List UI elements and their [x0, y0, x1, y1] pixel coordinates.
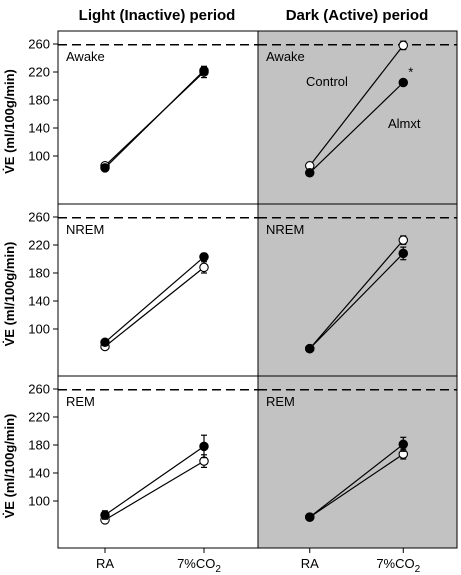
data-point — [304, 512, 315, 522]
series-line — [104, 266, 205, 347]
y-tick-label: 100 — [28, 322, 50, 337]
series-line — [309, 443, 404, 518]
data-point — [199, 252, 209, 262]
panel-background — [57, 203, 259, 377]
series-label-almxt: Almxt — [388, 116, 421, 131]
data-point — [398, 248, 409, 259]
series-line — [309, 453, 404, 518]
series-filled — [100, 65, 209, 173]
series-open: Control — [304, 40, 409, 171]
x-tick-label-ra: RA — [301, 556, 319, 571]
series-filled — [100, 434, 209, 520]
x-tick-label-ra: RA — [96, 556, 114, 571]
y-tick-label: 220 — [28, 65, 50, 80]
panel-nrem-light: 100 140 180 220 260 V̇E (ml/100g/min) NREM — [2, 203, 259, 377]
y-tick-label: 100 — [28, 149, 50, 164]
data-point — [100, 510, 110, 520]
y-tick-label: 260 — [28, 210, 50, 225]
y-tick-label: 140 — [28, 121, 50, 136]
data-point — [304, 343, 315, 354]
significance-marker: * — [408, 65, 413, 80]
y-axis-label: V̇E (ml/100g/min) — [2, 414, 17, 519]
y-tick-label: 180 — [28, 438, 50, 453]
series-line — [309, 45, 404, 167]
panel-label: Awake — [266, 49, 305, 64]
panel-background — [57, 30, 259, 205]
panel-background — [257, 30, 458, 205]
series-line — [104, 460, 205, 521]
series-line — [104, 445, 205, 516]
series-filled: Almxt — [304, 77, 421, 178]
panel-label: REM — [266, 394, 295, 409]
series-line — [309, 82, 404, 174]
column-title-dark: Dark (Active) period — [286, 7, 429, 24]
x-tick-label-subscript: 2 — [415, 564, 421, 575]
panel-label: NREM — [66, 222, 104, 237]
panel-rem-light: 100 140 180 220 260 V̇E (ml/100g/min) REM RA 7%C… — [2, 375, 259, 575]
column-title-light: Light (Inactive) period — [79, 7, 236, 24]
data-point — [398, 439, 409, 450]
series-label-control: Control — [306, 74, 348, 89]
data-point — [398, 235, 409, 245]
x-tick-label-co2: 7%CO2 — [376, 556, 420, 575]
y-tick-label: 180 — [28, 266, 50, 281]
series-line — [104, 70, 205, 169]
y-axis-label: V̇E (ml/100g/min) — [2, 69, 17, 174]
series-line — [104, 256, 205, 343]
y-tick-label: 260 — [28, 382, 50, 397]
panel-rem-dark: REM RA 7%CO2 — [257, 375, 458, 575]
y-tick-label: 220 — [28, 410, 50, 425]
y-tick-label: 100 — [28, 494, 50, 509]
data-point — [398, 40, 409, 51]
y-tick-label: 220 — [28, 238, 50, 253]
panel-label: NREM — [266, 222, 304, 237]
panel-awake-light: 100 140 180 220 260 V̇E (ml/100g/min) Awake — [2, 30, 259, 205]
series-filled — [304, 436, 409, 522]
panel-label: REM — [66, 394, 95, 409]
data-point — [398, 77, 409, 88]
y-tick-label: 260 — [28, 37, 50, 52]
x-tick-label-subscript: 2 — [215, 564, 221, 575]
data-point — [100, 337, 110, 348]
data-point — [199, 262, 209, 273]
data-point — [100, 163, 110, 173]
panel-nrem-dark: NREM — [257, 203, 458, 377]
panel-background — [257, 375, 458, 549]
panel-background — [257, 203, 458, 377]
series-filled — [304, 246, 409, 354]
panel-label: Awake — [66, 49, 105, 64]
y-tick-label: 140 — [28, 466, 50, 481]
y-tick-label: 180 — [28, 93, 50, 108]
data-point — [199, 441, 209, 452]
y-axis-label: V̇E (ml/100g/min) — [2, 242, 17, 347]
data-point — [199, 65, 209, 76]
series-line — [309, 252, 404, 350]
series-line — [309, 239, 404, 349]
x-tick-label-co2: 7%CO2 — [177, 556, 221, 575]
series-filled — [100, 252, 209, 348]
y-tick-label: 140 — [28, 294, 50, 309]
data-point — [304, 168, 315, 178]
